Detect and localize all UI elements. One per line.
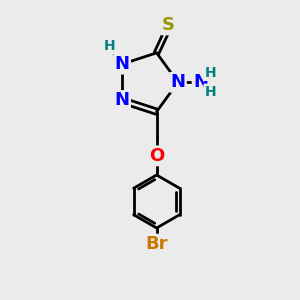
Text: H: H	[205, 66, 216, 80]
Text: N: N	[170, 73, 185, 91]
Text: N: N	[115, 55, 130, 73]
Text: N: N	[115, 92, 130, 110]
Text: O: O	[149, 147, 164, 165]
Text: H: H	[103, 39, 115, 53]
Text: N: N	[193, 73, 208, 91]
Text: Br: Br	[146, 235, 168, 253]
Text: S: S	[162, 16, 175, 34]
Text: H: H	[205, 85, 216, 99]
